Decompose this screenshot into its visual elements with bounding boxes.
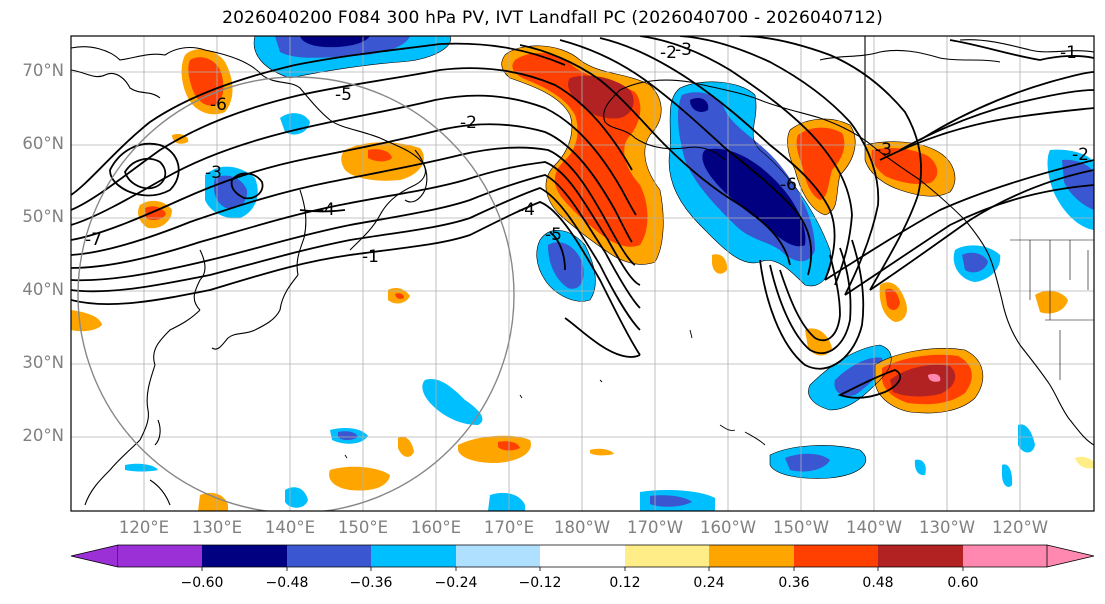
colorbar-tick-label: 0.12 [609, 575, 641, 591]
neg-anomaly-top-core2 [300, 36, 370, 48]
lat-label: 20°N [22, 426, 64, 445]
pos-anomaly-sub2-core [885, 288, 900, 311]
neg-anomaly-west-core [962, 252, 988, 273]
lon-label: 160°W [699, 518, 757, 537]
lon-label: 140°E [264, 518, 316, 537]
contour-label: -5 [335, 85, 352, 105]
pv-anomaly-outlines [253, 36, 984, 479]
pos-anomaly-sub10 [198, 492, 228, 511]
pos-anomaly-sub7 [712, 254, 728, 274]
neg-anomaly-alaska-core2 [690, 98, 709, 112]
map-frame [70, 35, 1095, 512]
pos-anomaly-sub8 [398, 436, 414, 457]
contour-label: -2 [1072, 145, 1089, 165]
islands [344, 329, 766, 459]
contour-label: -2 [660, 43, 677, 63]
neg-anomaly-sub10 [125, 463, 158, 472]
pv-contours [71, 36, 1094, 399]
lon-label: 150°E [337, 518, 389, 537]
neg-anomaly-asia-core [213, 175, 248, 209]
borders [1010, 239, 1094, 380]
pos-anomaly-kamchatka-core [368, 149, 392, 162]
contour-label: -1 [362, 247, 379, 267]
neg-anomaly-sub8 [914, 459, 926, 476]
contour-label: -4 [518, 200, 535, 220]
contour-label: -3 [675, 40, 692, 60]
neg-anomaly-hawaii-core [785, 453, 830, 472]
colorbar-tick-label: −0.12 [518, 575, 562, 591]
coastlines [71, 36, 1094, 506]
neg-anomaly-subtrop-core [834, 357, 883, 396]
contour-label: -7 [85, 230, 102, 250]
contour-label: -1 [1060, 43, 1077, 63]
contour-label: -3 [205, 163, 222, 183]
pos-anomaly-chukotka-mid [188, 57, 224, 106]
lon-label: 170°E [483, 518, 535, 537]
lon-label: 120°E [118, 518, 170, 537]
colorbar-tick-label: 0.24 [693, 575, 725, 591]
contour-label: -6 [780, 175, 797, 195]
lon-label: 130°W [918, 518, 976, 537]
neg-anomaly-sub4 [488, 492, 525, 511]
neg-anomaly-trough-core [548, 242, 584, 289]
neg-anomaly-sub1 [422, 379, 483, 425]
colorbar-tick-label: −0.60 [180, 575, 224, 591]
pos-anomaly-sub6-core [395, 293, 404, 299]
colorbar-tick-label: −0.36 [349, 575, 393, 591]
neg-anomaly-sub7 [1002, 464, 1013, 487]
lon-label: 130°E [191, 518, 243, 537]
contour-labels: -1 -2 -3 -4 -5 -6 -7 -2 -3 -4 -5 -6 -1 -… [85, 40, 1089, 267]
colorbar-tick-label: 0.60 [947, 575, 979, 591]
colorbar-tick-label: 0.48 [862, 575, 894, 591]
pos-anomaly-subtrop-east-core [890, 364, 956, 397]
pos-anomaly-west-asia-core [145, 206, 166, 221]
contour-label: -3 [875, 140, 892, 160]
pos-anomaly-gulf-mid [796, 127, 845, 200]
colorbar-tick-label: −0.24 [434, 575, 478, 591]
neg-anomaly-sub2-core [338, 431, 358, 440]
colorbar-tick-label: −0.48 [265, 575, 309, 591]
lon-label: 140°W [845, 518, 903, 537]
neg-anomaly-sub6 [1018, 424, 1035, 453]
colorbar-tick-label: 0.36 [778, 575, 810, 591]
neg-anomaly-sub5 [285, 487, 308, 508]
lon-label: 180°W [553, 518, 611, 537]
contour-label: -4 [318, 200, 335, 220]
lon-label: 150°W [772, 518, 830, 537]
range-circle [77, 76, 515, 511]
lat-label: 60°N [22, 134, 64, 153]
lon-label: 120°W [991, 518, 1049, 537]
neg-anomaly-sub3-core [650, 495, 692, 507]
contour-label: -5 [545, 225, 562, 245]
pos-anomaly-sub3 [1035, 290, 1068, 314]
contour-label: -2 [460, 113, 477, 133]
lon-label: 170°W [626, 518, 684, 537]
lat-label: 30°N [22, 353, 64, 372]
pos-anomaly-sub12 [1075, 456, 1094, 469]
chart-title: 2026040200 F084 300 hPa PV, IVT Landfall… [222, 8, 883, 28]
pos-anomaly-kamchatka [341, 142, 424, 181]
pos-anomaly-sub1 [329, 466, 390, 491]
pos-anomaly-sub9 [590, 448, 614, 456]
lat-label: 70°N [22, 61, 64, 80]
lat-label: 50°N [22, 207, 64, 226]
pos-anomaly-subtrop-east-peak [928, 373, 941, 382]
lat-label: 40°N [22, 280, 64, 299]
lon-label: 160°E [410, 518, 462, 537]
contour-label: -6 [210, 95, 227, 115]
neg-anomaly-sub9 [280, 113, 310, 135]
